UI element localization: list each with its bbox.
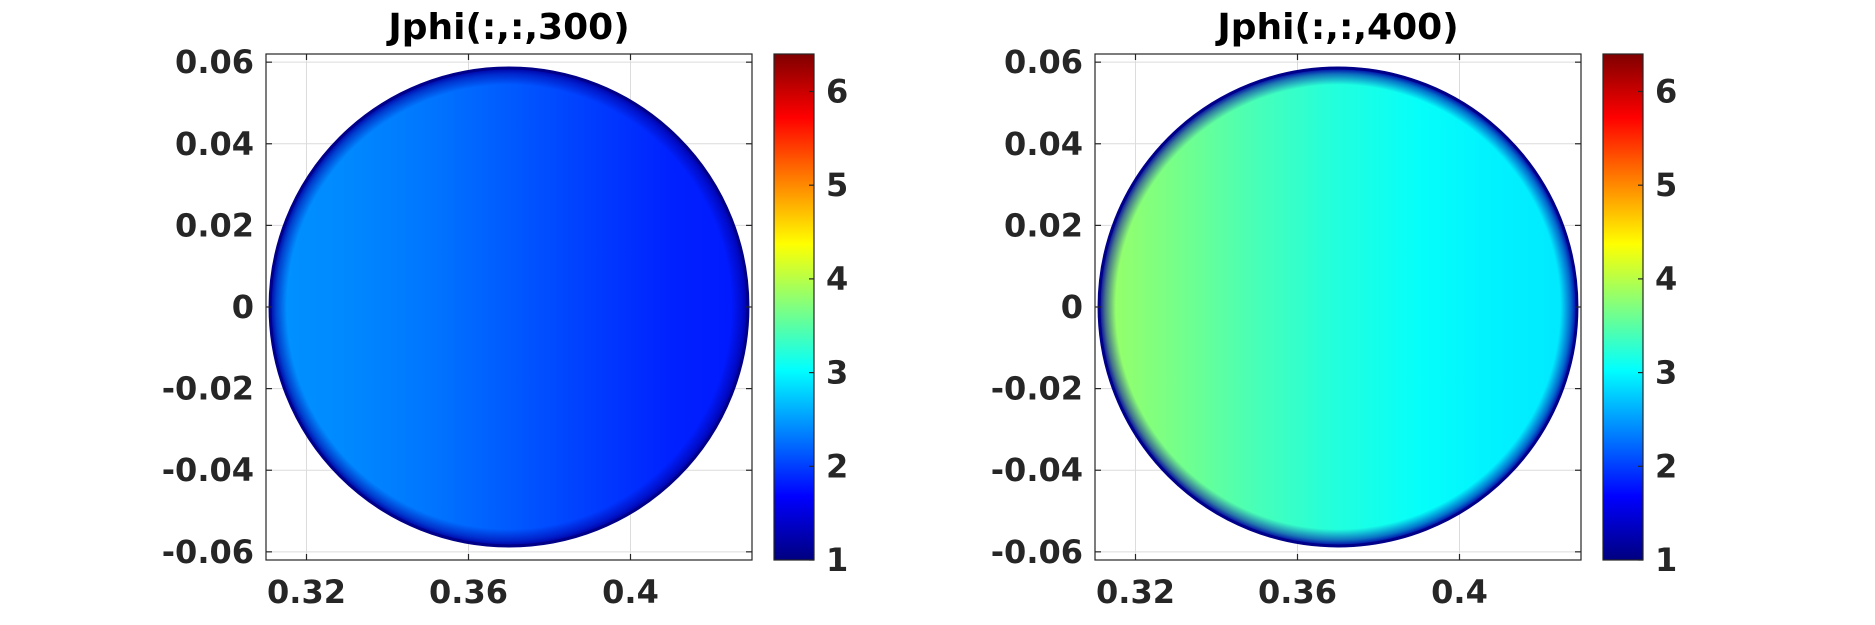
colorbar-tick-label: 6 <box>1655 72 1677 110</box>
colorbar-tick-label: 4 <box>826 260 848 298</box>
y-tick-label: -0.04 <box>991 451 1083 489</box>
colorbar-tick-label: 4 <box>1655 260 1677 298</box>
x-tick-label: 0.36 <box>1258 573 1337 611</box>
y-tick-label: 0.04 <box>1004 125 1083 163</box>
colorbar-tick-label: 6 <box>826 72 848 110</box>
x-tick-label: 0.32 <box>1096 573 1175 611</box>
y-tick-label: 0 <box>1061 288 1083 326</box>
colorbar <box>773 53 815 561</box>
colorbar-tick-label: 1 <box>1655 541 1677 579</box>
field-boundary-layer <box>1099 68 1577 546</box>
chart-title: Jphi(:,:,400) <box>1214 7 1458 48</box>
y-tick-label: -0.06 <box>162 533 254 571</box>
y-tick-label: -0.02 <box>162 370 254 408</box>
colorbar-tick-label: 1 <box>826 541 848 579</box>
colorbar-tick-label: 3 <box>826 354 848 392</box>
colorbar-tick-label: 5 <box>1655 166 1677 204</box>
x-tick-label: 0.4 <box>1431 573 1488 611</box>
y-tick-label: -0.04 <box>162 451 254 489</box>
y-tick-label: -0.02 <box>991 370 1083 408</box>
colorbar-tick-label: 2 <box>826 447 848 485</box>
y-tick-label: 0.06 <box>175 43 254 81</box>
colorbar-tick-label: 3 <box>1655 354 1677 392</box>
colorbar <box>1602 53 1644 561</box>
x-tick-label: 0.4 <box>602 573 659 611</box>
field-boundary-layer <box>270 68 748 546</box>
y-tick-label: 0.04 <box>175 125 254 163</box>
y-tick-label: 0 <box>232 288 254 326</box>
x-tick-label: 0.32 <box>267 573 346 611</box>
panel-jphi-400: 0.32 0.36 0.4 0.06 0.04 0.02 0 -0.02 -0.04 -0.06 J… <box>991 7 1678 611</box>
y-tick-label: 0.02 <box>175 206 254 244</box>
chart-title: Jphi(:,:,300) <box>385 7 629 48</box>
y-tick-label: -0.06 <box>991 533 1083 571</box>
panel-jphi-300: 0.32 0.36 0.4 0.06 0.04 0.02 0 -0.02 -0.04 -0.06 J… <box>162 7 849 611</box>
y-tick-label: 0.02 <box>1004 206 1083 244</box>
x-tick-label: 0.36 <box>429 573 508 611</box>
colorbar-tick-label: 2 <box>1655 447 1677 485</box>
colorbar-tick-label: 5 <box>826 166 848 204</box>
y-tick-label: 0.06 <box>1004 43 1083 81</box>
